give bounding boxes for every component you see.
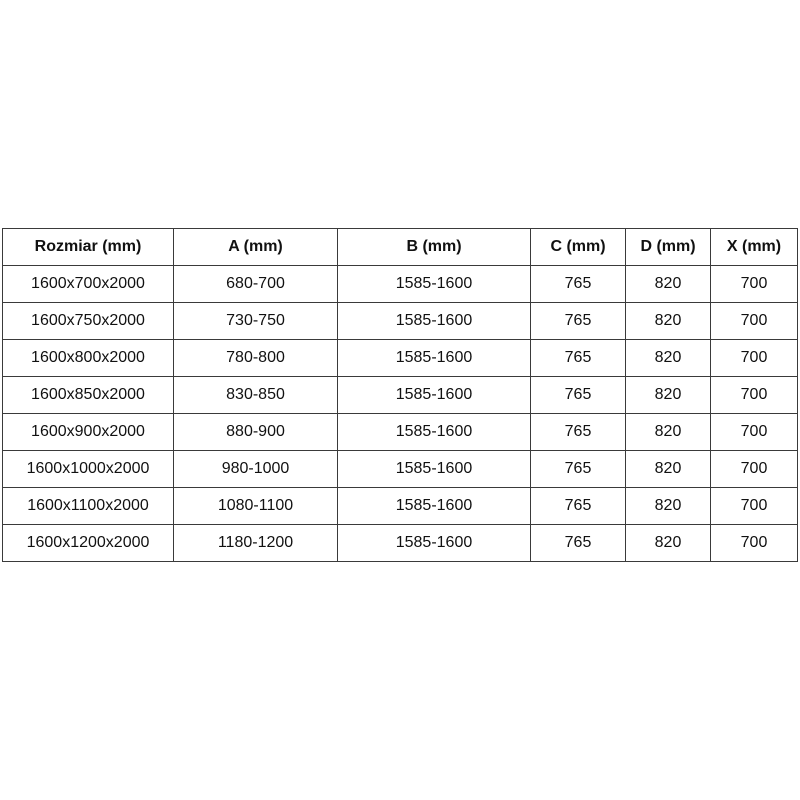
cell-c: 765 (530, 302, 626, 340)
cell-d: 820 (625, 524, 711, 562)
cell-x: 700 (710, 302, 798, 340)
cell-x: 700 (710, 265, 798, 303)
table-row: 1600x1000x2000 980-1000 1585-1600 765 820 700 (2, 450, 798, 488)
cell-d: 820 (625, 265, 711, 303)
cell-a: 830-850 (173, 376, 338, 414)
cell-b: 1585-1600 (337, 376, 531, 414)
cell-x: 700 (710, 376, 798, 414)
cell-b: 1585-1600 (337, 302, 531, 340)
cell-d: 820 (625, 339, 711, 377)
dimensions-table: Rozmiar (mm) A (mm) B (mm) C (mm) D (mm) X (m… (2, 228, 798, 562)
cell-x: 700 (710, 487, 798, 525)
table-row: 1600x1200x2000 1180-1200 1585-1600 765 820 70… (2, 524, 798, 562)
cell-d: 820 (625, 487, 711, 525)
column-header-d: D (mm) (625, 228, 711, 266)
cell-size: 1600x1200x2000 (2, 524, 174, 562)
column-header-a: A (mm) (173, 228, 338, 266)
cell-b: 1585-1600 (337, 487, 531, 525)
cell-a: 880-900 (173, 413, 338, 451)
cell-b: 1585-1600 (337, 524, 531, 562)
column-header-b: B (mm) (337, 228, 531, 266)
cell-size: 1600x1000x2000 (2, 450, 174, 488)
cell-size: 1600x1100x2000 (2, 487, 174, 525)
cell-x: 700 (710, 413, 798, 451)
cell-a: 730-750 (173, 302, 338, 340)
cell-size: 1600x750x2000 (2, 302, 174, 340)
column-header-size: Rozmiar (mm) (2, 228, 174, 266)
cell-a: 1180-1200 (173, 524, 338, 562)
cell-c: 765 (530, 339, 626, 377)
table-row: 1600x800x2000 780-800 1585-1600 765 820 700 (2, 339, 798, 377)
cell-a: 1080-1100 (173, 487, 338, 525)
cell-b: 1585-1600 (337, 339, 531, 377)
cell-size: 1600x800x2000 (2, 339, 174, 377)
table-row: 1600x700x2000 680-700 1585-1600 765 820 700 (2, 265, 798, 303)
cell-d: 820 (625, 302, 711, 340)
cell-a: 780-800 (173, 339, 338, 377)
cell-size: 1600x900x2000 (2, 413, 174, 451)
cell-d: 820 (625, 450, 711, 488)
cell-b: 1585-1600 (337, 413, 531, 451)
table-row: 1600x850x2000 830-850 1585-1600 765 820 700 (2, 376, 798, 414)
cell-c: 765 (530, 376, 626, 414)
cell-c: 765 (530, 524, 626, 562)
cell-a: 980-1000 (173, 450, 338, 488)
cell-a: 680-700 (173, 265, 338, 303)
cell-x: 700 (710, 524, 798, 562)
cell-c: 765 (530, 487, 626, 525)
cell-d: 820 (625, 376, 711, 414)
cell-c: 765 (530, 265, 626, 303)
cell-b: 1585-1600 (337, 265, 531, 303)
cell-x: 700 (710, 450, 798, 488)
table-row: 1600x900x2000 880-900 1585-1600 765 820 700 (2, 413, 798, 451)
cell-b: 1585-1600 (337, 450, 531, 488)
cell-d: 820 (625, 413, 711, 451)
cell-c: 765 (530, 450, 626, 488)
cell-c: 765 (530, 413, 626, 451)
cell-x: 700 (710, 339, 798, 377)
cell-size: 1600x700x2000 (2, 265, 174, 303)
column-header-x: X (mm) (710, 228, 798, 266)
cell-size: 1600x850x2000 (2, 376, 174, 414)
header-row: Rozmiar (mm) A (mm) B (mm) C (mm) D (mm) X (m… (2, 228, 798, 266)
column-header-c: C (mm) (530, 228, 626, 266)
table-row: 1600x1100x2000 1080-1100 1585-1600 765 820 70… (2, 487, 798, 525)
table-row: 1600x750x2000 730-750 1585-1600 765 820 700 (2, 302, 798, 340)
